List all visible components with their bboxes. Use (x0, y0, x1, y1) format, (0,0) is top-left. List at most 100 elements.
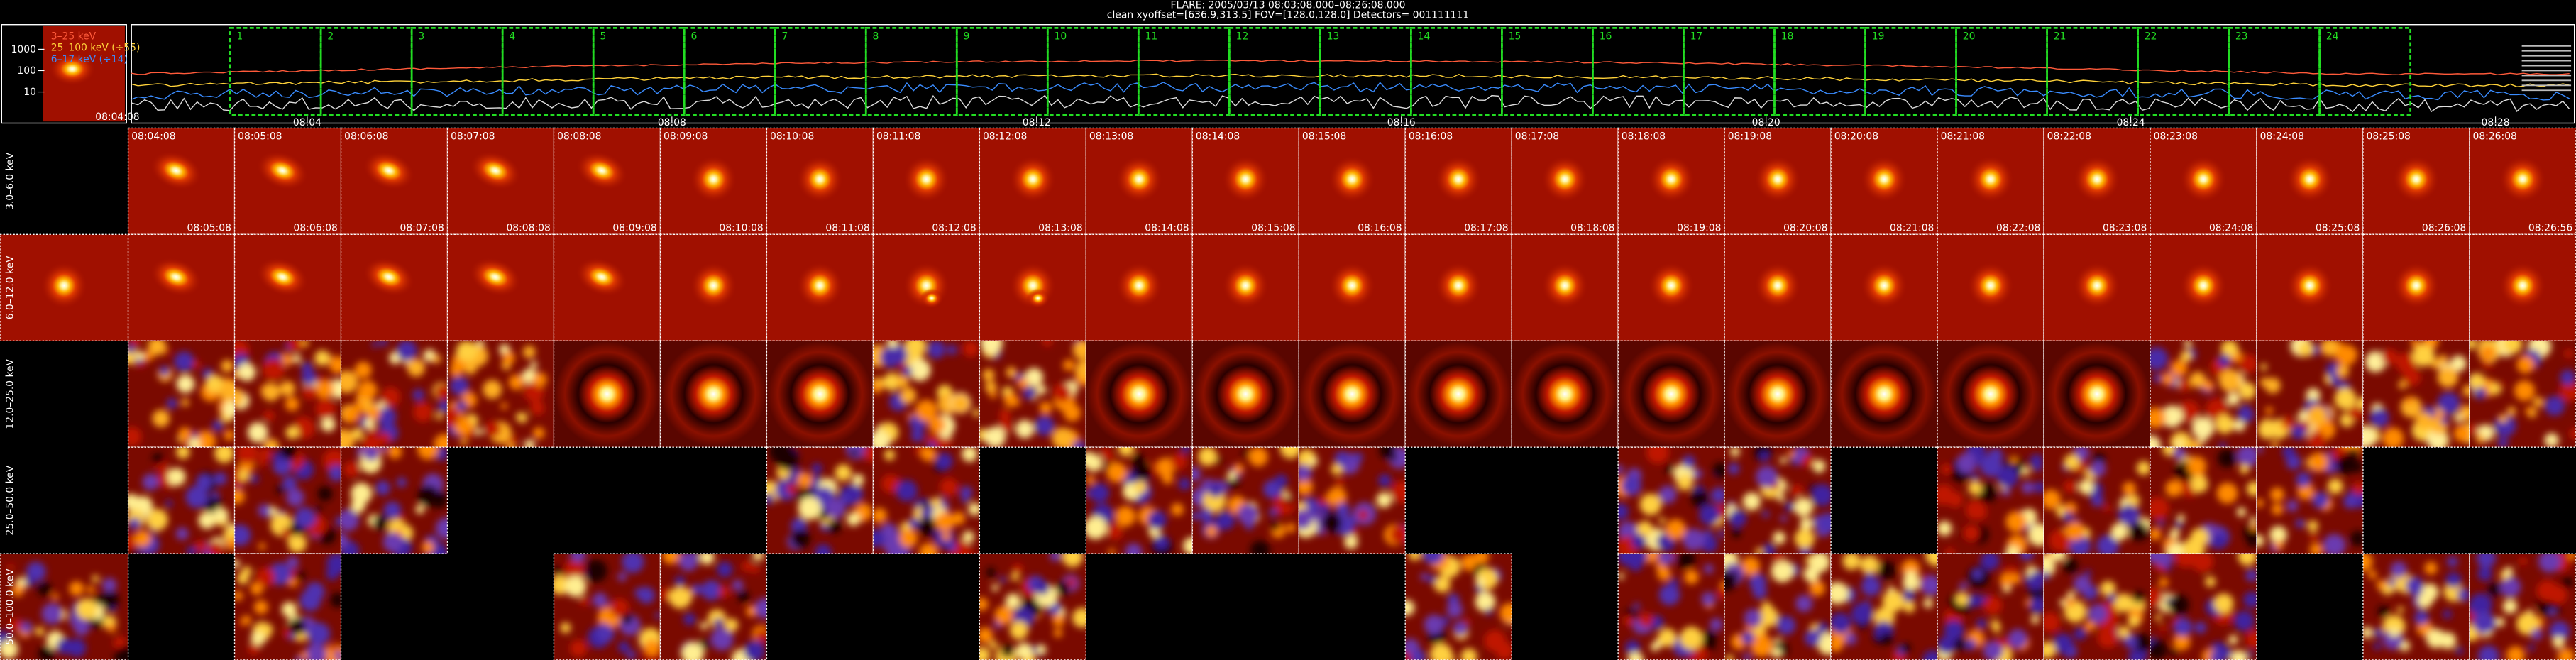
noise-blob (2306, 388, 2321, 403)
panel-border (1617, 553, 1725, 660)
noise-blob (1817, 512, 1832, 534)
noise-blob (1728, 509, 1747, 528)
noise (766, 447, 874, 554)
image-panel (1405, 128, 1512, 235)
noise-blob (456, 400, 468, 412)
noise-blob (1460, 648, 1477, 660)
image-panel (1299, 447, 1406, 554)
noise-blob (1780, 515, 1788, 522)
noise-blob (2030, 571, 2038, 579)
source (2499, 262, 2546, 309)
noise-blob (1171, 503, 1184, 516)
noise-blob (288, 633, 295, 641)
source (1541, 262, 1588, 309)
thumb-spot (49, 53, 96, 86)
noise-blob (2246, 481, 2257, 497)
noise-blob (2269, 526, 2288, 544)
image-panel (1724, 128, 1832, 235)
panel-border (1404, 233, 1512, 341)
noise-blob (1700, 535, 1718, 553)
noise-blob (989, 640, 998, 649)
noise-blob (1888, 585, 1895, 593)
noise-blob (2011, 573, 2022, 584)
noise-blob (1851, 603, 1873, 625)
noise-blob (194, 540, 207, 553)
source (1648, 156, 1695, 202)
noise-blob (2189, 371, 2206, 388)
noise-blob (380, 447, 387, 453)
noise-blob (2169, 529, 2180, 539)
interval-label: 24 (2326, 31, 2339, 43)
light-curve (131, 82, 2570, 101)
noise-blob (1052, 614, 1065, 627)
noise-blob (884, 449, 896, 461)
noise-blob (1771, 559, 1794, 583)
noise-blob (436, 412, 444, 420)
noise-blob (959, 486, 973, 499)
noise-blob (920, 501, 930, 510)
start-time: 08:07:08 (451, 131, 495, 143)
noise (1618, 447, 1725, 554)
noise-blob (2538, 554, 2561, 573)
noise (1086, 447, 1193, 554)
image-panel (0, 554, 128, 660)
noise-blob (293, 417, 315, 439)
noise-blob (818, 509, 830, 521)
noise-blob (248, 643, 260, 655)
panel-border (1511, 127, 1619, 236)
source (1512, 341, 1618, 447)
panel-border (2043, 233, 2151, 341)
noise-blob (1378, 474, 1392, 488)
noise-blob (286, 488, 304, 507)
noise-blob (935, 452, 953, 471)
noise-blob (1665, 464, 1673, 473)
noise-blob (181, 398, 189, 407)
noise-blob (19, 621, 33, 634)
noise-blob (1336, 502, 1350, 517)
noise-blob (2088, 604, 2108, 624)
x-tick-label: 08:28 (2482, 117, 2510, 128)
noise-blob (1024, 368, 1044, 387)
end-time: 08:10:08 (719, 223, 763, 234)
noise-blob (2309, 452, 2328, 472)
noise-blob (2217, 449, 2236, 468)
end-time: 08:05:08 (187, 223, 231, 234)
noise-blob (986, 567, 996, 578)
end-time: 08:16:08 (1358, 223, 1402, 234)
noise-blob (2128, 495, 2140, 507)
image-panel (1086, 234, 1193, 341)
image-panel (979, 234, 1086, 341)
noise-blob (1650, 642, 1660, 651)
end-time: 08:17:08 (1464, 223, 1508, 234)
noise-blob (2238, 382, 2257, 400)
source (1754, 156, 1801, 202)
noise-blob (815, 544, 832, 554)
noise-blob (2150, 347, 2169, 370)
source (257, 151, 308, 190)
noise-blob (700, 622, 708, 630)
noise-blob (1147, 510, 1167, 530)
noise-blob (2497, 437, 2509, 448)
noise-blob (2240, 405, 2250, 414)
noise-blob (554, 566, 563, 576)
noise-blob (2218, 354, 2231, 367)
interval-label: 11 (1145, 31, 1158, 43)
start-time: 08:16:08 (1409, 131, 1453, 143)
panel-border (127, 233, 236, 341)
noise-blob (2233, 419, 2246, 431)
noise (873, 341, 980, 448)
noise (2256, 447, 2363, 554)
panel-border (127, 127, 236, 236)
noise-blob (928, 416, 945, 434)
x-tick-label: 08:20 (1752, 117, 1780, 128)
panel-border (1617, 340, 1725, 448)
source (257, 258, 308, 297)
noise-blob (1631, 534, 1647, 549)
panel-border (1191, 127, 1299, 236)
noise-blob (2377, 605, 2389, 617)
noise-blob (1749, 573, 1767, 591)
noise-blob (219, 380, 235, 403)
image-panel (660, 341, 767, 448)
noise-blob (972, 409, 980, 417)
noise-blob (570, 554, 586, 563)
